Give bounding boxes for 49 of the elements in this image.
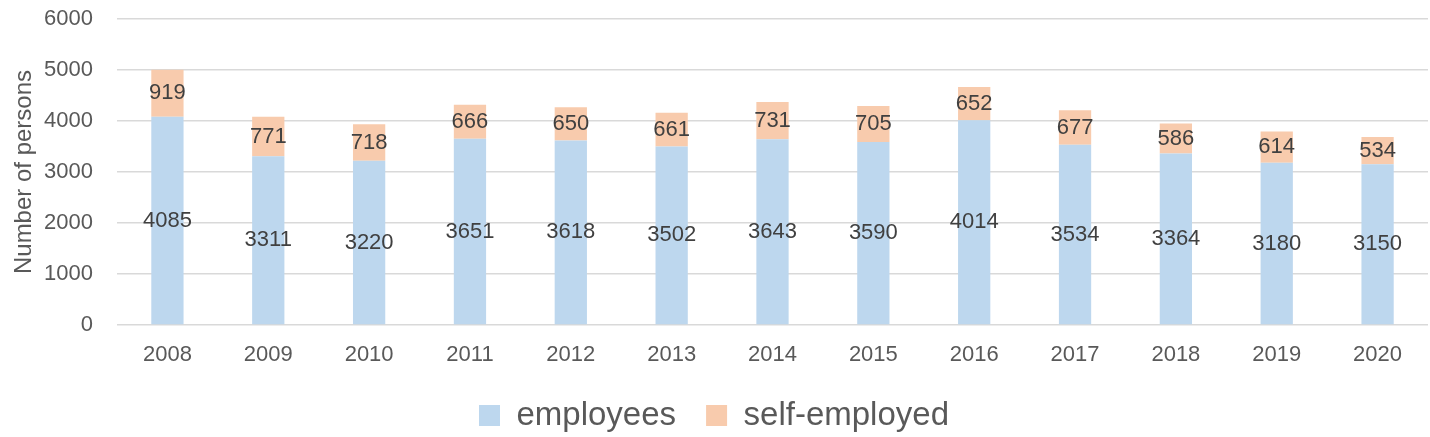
y-tick-label: 3000 xyxy=(44,158,93,184)
data-label: 3651 xyxy=(445,217,495,243)
data-label: 705 xyxy=(854,109,892,135)
data-label: 4014 xyxy=(949,208,999,234)
x-tick-label: 2016 xyxy=(949,341,999,367)
data-label: 3643 xyxy=(748,217,797,243)
data-label: 4085 xyxy=(142,206,192,232)
x-tick-label: 2008 xyxy=(142,341,192,367)
data-label: 3502 xyxy=(647,221,697,247)
x-tick-label: 2010 xyxy=(344,341,394,367)
x-tick-label: 2020 xyxy=(1353,341,1403,367)
x-tick-label: 2019 xyxy=(1252,341,1302,367)
y-tick-label: 5000 xyxy=(44,56,93,82)
y-tick-label: 6000 xyxy=(44,5,93,31)
data-label: 731 xyxy=(754,106,791,132)
y-axis-title: Number of persons xyxy=(9,69,37,275)
legend-label: employees xyxy=(516,394,677,432)
data-label: 3618 xyxy=(546,218,596,244)
x-tick-label: 2014 xyxy=(748,341,797,367)
data-label: 3220 xyxy=(344,228,394,254)
data-label: 3180 xyxy=(1252,229,1302,255)
y-tick-label: 4000 xyxy=(44,107,93,133)
x-tick-label: 2017 xyxy=(1050,341,1100,367)
data-label: 3364 xyxy=(1151,224,1201,250)
data-label: 534 xyxy=(1359,136,1396,162)
data-label: 661 xyxy=(653,115,691,141)
data-label: 3534 xyxy=(1050,220,1100,246)
data-label: 718 xyxy=(350,128,388,154)
data-label: 3150 xyxy=(1353,230,1403,256)
y-tick-label: 0 xyxy=(80,311,93,337)
data-label: 650 xyxy=(552,109,590,135)
y-tick-label: 2000 xyxy=(44,209,93,235)
data-label: 666 xyxy=(451,107,489,133)
x-tick-label: 2012 xyxy=(546,341,596,367)
x-tick-label: 2009 xyxy=(243,341,293,367)
data-label: 771 xyxy=(249,122,287,148)
data-label: 677 xyxy=(1056,113,1094,139)
data-label: 586 xyxy=(1157,124,1195,150)
data-label: 919 xyxy=(149,79,186,105)
y-tick-label: 1000 xyxy=(44,260,93,286)
x-tick-label: 2013 xyxy=(647,341,697,367)
data-label: 652 xyxy=(955,89,993,115)
legend-label: self-employed xyxy=(743,394,950,432)
x-tick-label: 2015 xyxy=(848,341,898,367)
data-label: 3311 xyxy=(244,226,292,252)
x-tick-label: 2018 xyxy=(1151,341,1201,367)
x-tick-label: 2011 xyxy=(446,341,494,367)
data-label: 3590 xyxy=(848,219,898,245)
data-label: 614 xyxy=(1258,133,1296,159)
